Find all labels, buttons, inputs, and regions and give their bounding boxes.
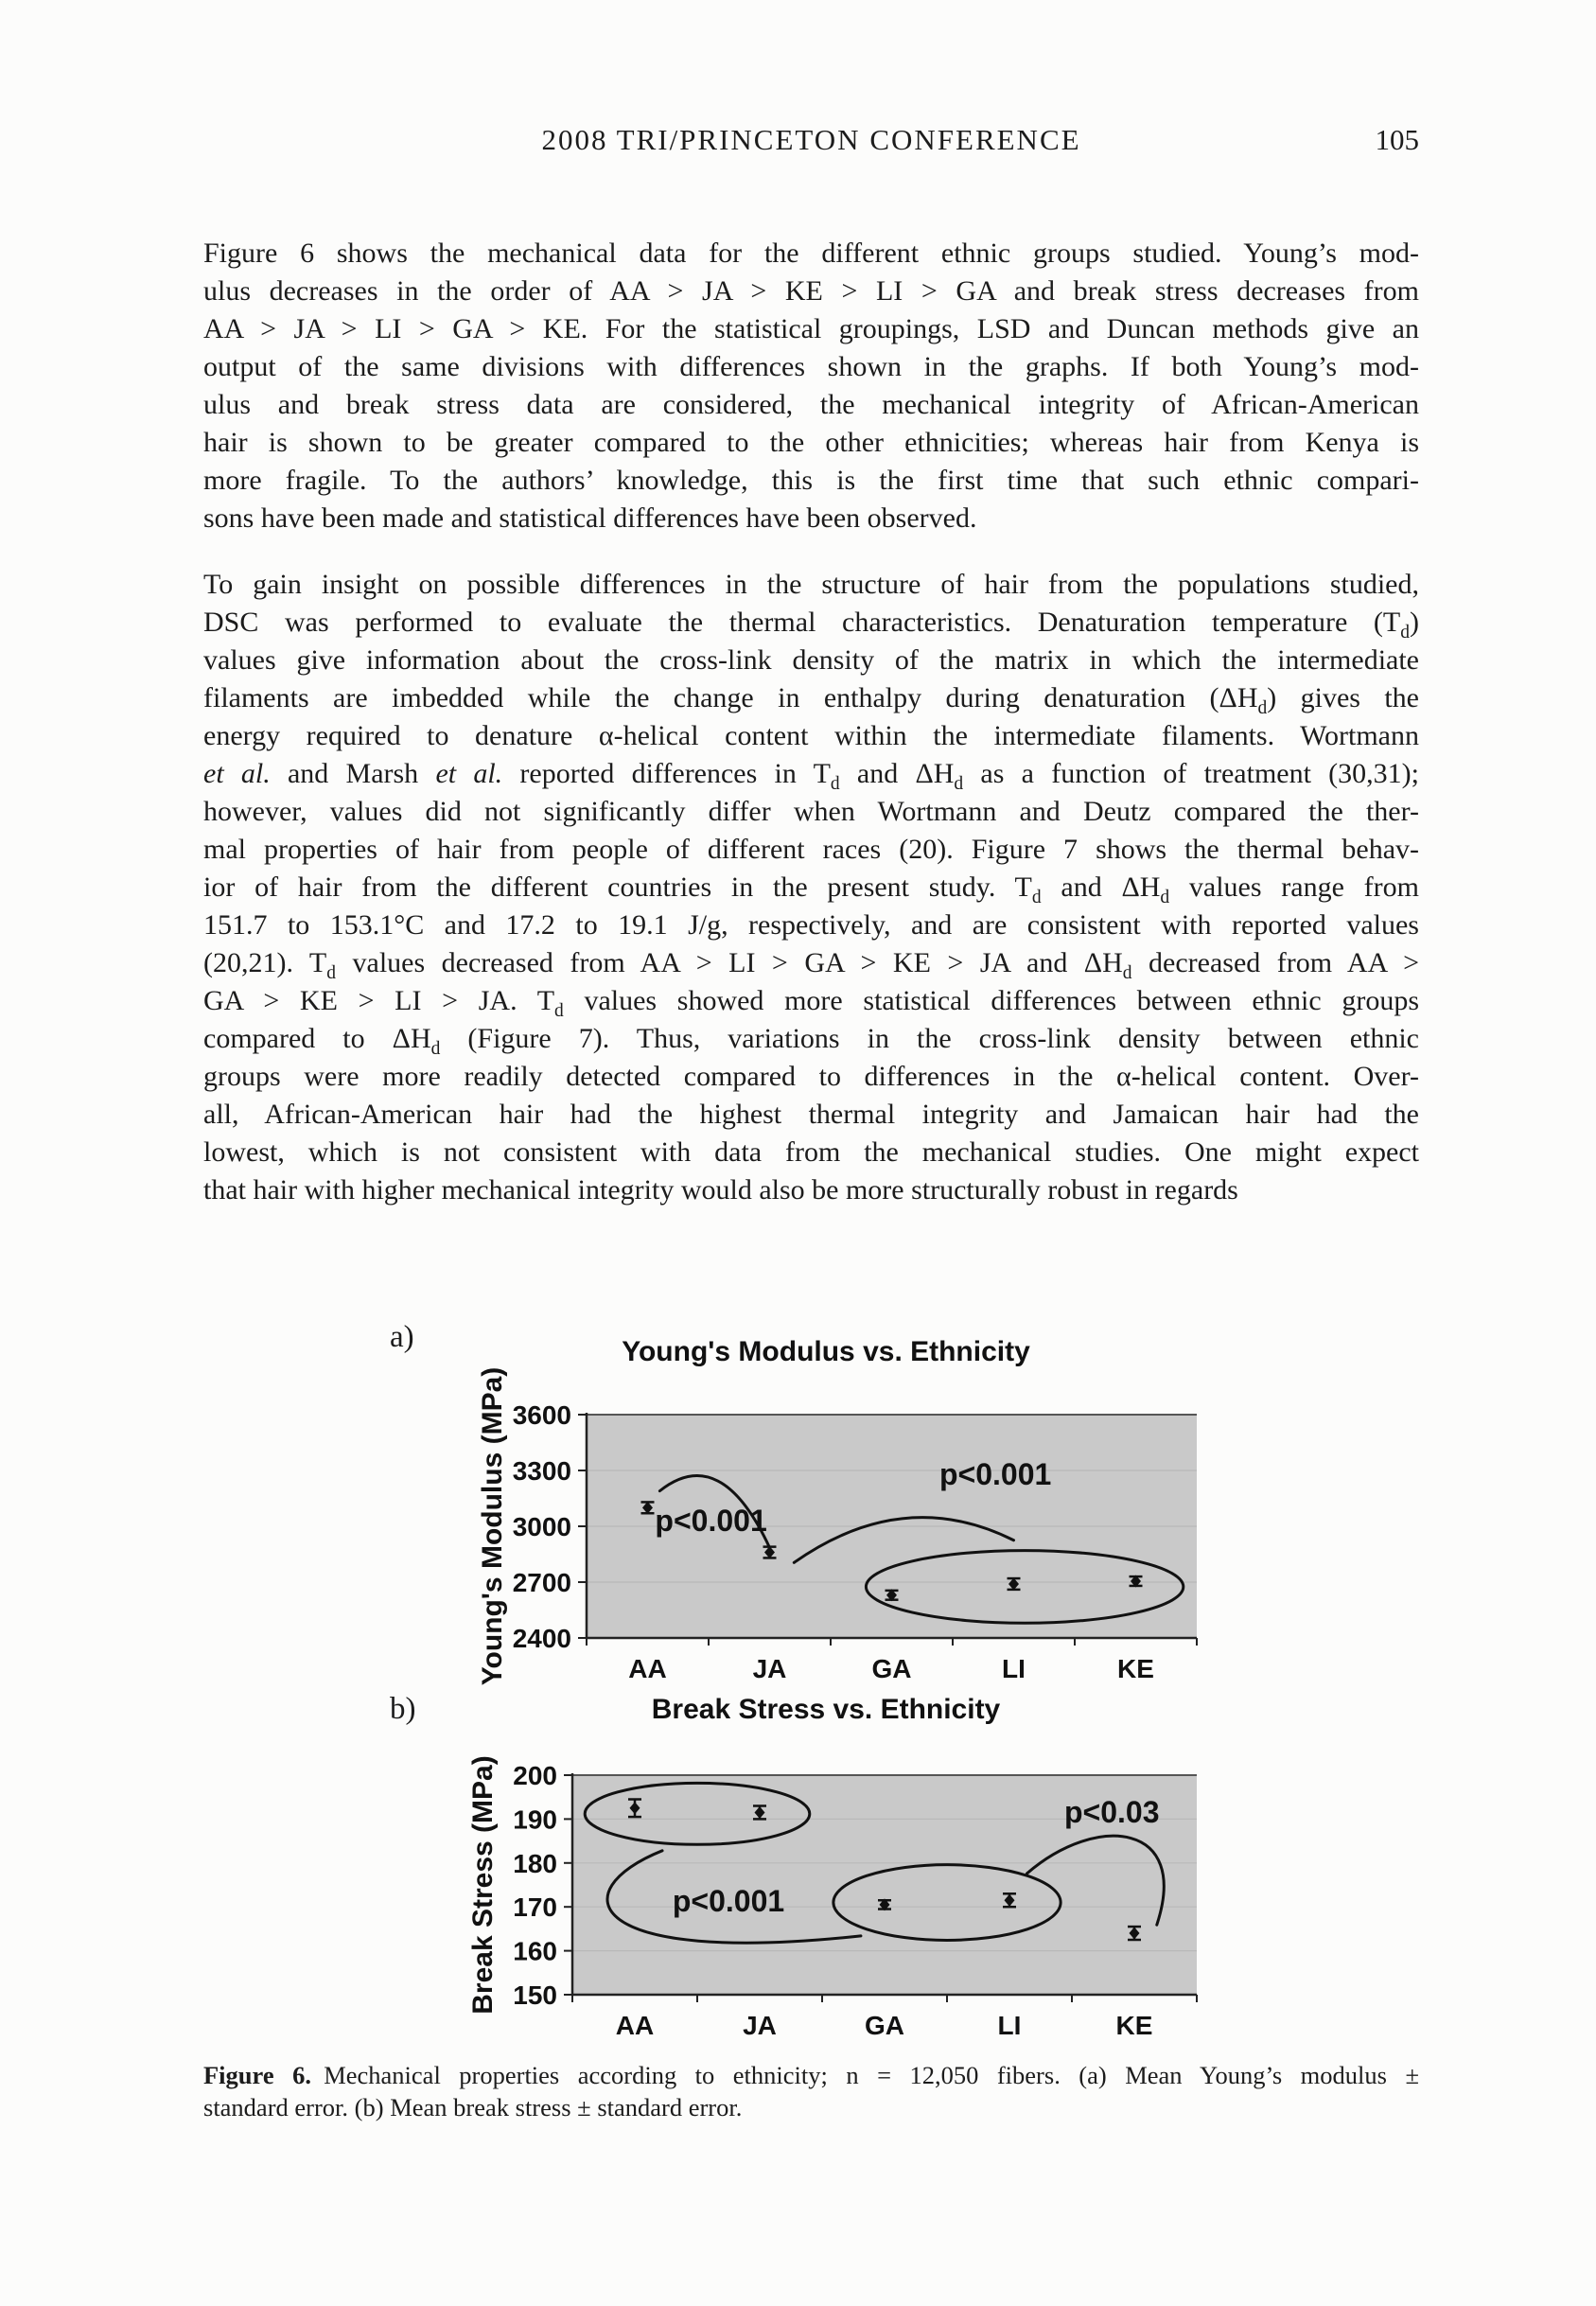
y-tick-label: 2400 bbox=[513, 1624, 571, 1653]
text-line: ulus and break stress data are considere… bbox=[203, 389, 1419, 420]
text-line: lowest, which is not consistent with dat… bbox=[203, 1136, 1419, 1168]
significance-ellipse bbox=[583, 1781, 812, 1846]
panel-letter: a) bbox=[390, 1320, 414, 1354]
text-line: To gain insight on possible differences … bbox=[203, 569, 1419, 600]
data-point-GA bbox=[879, 1898, 890, 1911]
text-line: ulus decreases in the order of AA > JA >… bbox=[203, 275, 1419, 307]
y-tick-label: 3300 bbox=[513, 1456, 571, 1486]
data-point-LI bbox=[1004, 1893, 1015, 1907]
text-line: all, African-American hair had the highe… bbox=[203, 1099, 1419, 1130]
x-tick-label: KE bbox=[1116, 2011, 1153, 2040]
panel-letter: b) bbox=[390, 1692, 416, 1726]
data-point-AA bbox=[642, 1501, 653, 1514]
significance-ellipse bbox=[864, 1549, 1185, 1625]
x-tick-label: AA bbox=[628, 1654, 666, 1683]
text-line: et al. and Marsh et al. reported differe… bbox=[203, 758, 1419, 794]
text-line: AA > JA > LI > GA > KE. For the statisti… bbox=[203, 313, 1419, 344]
text-line: groups were more readily detected compar… bbox=[203, 1061, 1419, 1092]
text-line: compared to ΔHd (Figure 7). Thus, variat… bbox=[203, 1023, 1419, 1059]
significance-arc bbox=[1025, 1834, 1166, 1927]
y-tick-label: 3000 bbox=[513, 1512, 571, 1541]
text-line: ior of hair from the different countries… bbox=[203, 871, 1419, 907]
paragraph-thermal-results: To gain insight on possible differences … bbox=[203, 566, 1419, 1209]
chart-youngs-modulus: 2400 2700 3000 3300 3600 AA JA GA LI KE p<0.001 p<0… bbox=[390, 1320, 1198, 1686]
data-point-KE bbox=[1131, 1575, 1141, 1588]
significance-ellipse bbox=[832, 1863, 1062, 1942]
data-point-LI bbox=[1008, 1577, 1019, 1591]
p-value-annotation: p<0.001 bbox=[673, 1884, 784, 1918]
text-line: values give information about the cross-… bbox=[203, 644, 1419, 676]
text-line: more fragile. To the authors’ knowledge,… bbox=[203, 465, 1419, 496]
data-point-JA bbox=[764, 1546, 775, 1559]
x-tick-label: KE bbox=[1117, 1654, 1154, 1683]
plot-area bbox=[572, 1775, 1197, 1995]
significance-arc bbox=[792, 1516, 1015, 1564]
text-line: however, values did not significantly di… bbox=[203, 796, 1419, 827]
y-axis-title: Break Stress (MPa) bbox=[467, 1755, 499, 2014]
significance-arc bbox=[605, 1849, 863, 1945]
p-value-annotation: p<0.001 bbox=[655, 1504, 766, 1538]
y-tick-label: 3600 bbox=[513, 1400, 571, 1430]
text-line: sons have been made and statistical diff… bbox=[203, 502, 977, 534]
data-point-KE bbox=[1129, 1927, 1140, 1940]
text-line: 151.7 to 153.1°C and 17.2 to 19.1 J/g, r… bbox=[203, 909, 1419, 941]
y-tick-label: 150 bbox=[513, 1980, 557, 2010]
page-number: 105 bbox=[1375, 123, 1420, 156]
y-tick-label: 200 bbox=[513, 1761, 557, 1790]
x-tick-label: GA bbox=[872, 1654, 912, 1683]
x-tick-label: JA bbox=[753, 1654, 787, 1683]
y-tick-label: 160 bbox=[513, 1937, 557, 1966]
figure-caption: Figure 6. Mechanical properties accordin… bbox=[203, 2059, 1419, 2123]
y-tick-label: 190 bbox=[513, 1804, 557, 1834]
text-line: mal properties of hair from people of di… bbox=[203, 834, 1419, 865]
y-tick-label: 2700 bbox=[513, 1568, 571, 1597]
y-axis-title: Young's Modulus (MPa) bbox=[477, 1367, 508, 1686]
text-line: Figure 6. Mechanical properties accordin… bbox=[203, 2061, 1419, 2089]
chart-title: Break Stress vs. Ethnicity bbox=[652, 1694, 1001, 1725]
text-line: energy required to denature α-helical co… bbox=[203, 720, 1419, 751]
text-line: standard error. (b) Mean break stress ± … bbox=[203, 2093, 743, 2121]
x-tick-label: JA bbox=[743, 2011, 777, 2040]
text-line: that hair with higher mechanical integri… bbox=[203, 1174, 1238, 1206]
x-tick-label: GA bbox=[865, 2011, 904, 2040]
x-tick-label: LI bbox=[998, 2011, 1022, 2040]
x-tick-label: AA bbox=[616, 2011, 654, 2040]
paragraph-mechanical-results: Figure 6 shows the mechanical data for t… bbox=[203, 235, 1419, 537]
text-line: DSC was performed to evaluate the therma… bbox=[203, 607, 1419, 643]
text-line: Figure 6 shows the mechanical data for t… bbox=[203, 238, 1419, 269]
text-line: filaments are imbedded while the change … bbox=[203, 682, 1420, 718]
text-line: (20,21). Td values decreased from AA > L… bbox=[203, 947, 1420, 983]
chart-break-stress: 150 160 170 180 190 200 AA JA GA LI KE p<0.001 p<0.0… bbox=[390, 1692, 1198, 2040]
data-point-GA bbox=[886, 1589, 897, 1602]
significance-arc bbox=[658, 1474, 771, 1550]
text-line: GA > KE > LI > JA. Td values showed more… bbox=[203, 985, 1419, 1021]
y-tick-label: 180 bbox=[513, 1849, 557, 1878]
x-tick-label: LI bbox=[1002, 1654, 1026, 1683]
running-head: 2008 TRI/PRINCETON CONFERENCE bbox=[541, 123, 1081, 156]
y-tick-label: 170 bbox=[513, 1892, 557, 1922]
chart-title: Young's Modulus vs. Ethnicity bbox=[622, 1336, 1030, 1367]
data-point-JA bbox=[754, 1805, 765, 1819]
p-value-annotation: p<0.03 bbox=[1064, 1795, 1160, 1829]
text-line: output of the same divisions with differ… bbox=[203, 351, 1419, 382]
p-value-annotation: p<0.001 bbox=[939, 1457, 1051, 1491]
data-point-AA bbox=[629, 1802, 640, 1815]
text-line: hair is shown to be greater compared to … bbox=[203, 427, 1419, 458]
